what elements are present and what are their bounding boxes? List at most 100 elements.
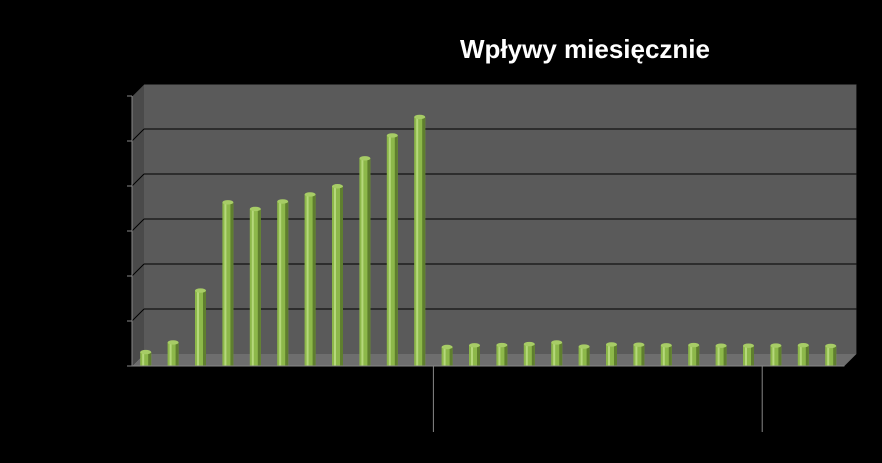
bar-shade (833, 345, 837, 366)
bar-shade (696, 345, 700, 366)
bar-highlight (580, 346, 583, 366)
bar-cap (496, 342, 508, 348)
gridline-side (131, 173, 145, 187)
bar-shade (559, 342, 563, 366)
bar-shade (805, 345, 809, 366)
bar-cap (332, 184, 343, 189)
bar (140, 352, 152, 366)
bar-cap (825, 343, 837, 349)
bar (249, 208, 261, 366)
bar-cap (633, 342, 645, 347)
bar-highlight (525, 344, 528, 366)
bar (441, 346, 453, 366)
bar (688, 345, 700, 366)
bar-cap (551, 340, 563, 345)
bar-cap (414, 114, 426, 120)
bar-cap (469, 343, 480, 348)
plot-area (127, 83, 857, 432)
bar-cap (195, 288, 206, 293)
bar-cap (715, 343, 727, 348)
bar-shade (230, 202, 234, 366)
bar-cap (304, 192, 316, 197)
bar (633, 344, 645, 366)
bar-shade (641, 344, 645, 366)
bar-highlight (416, 116, 419, 367)
bar (195, 290, 206, 366)
gridline-side (131, 263, 145, 277)
bar (359, 158, 371, 366)
bar-cap (688, 342, 700, 348)
bar (222, 202, 234, 366)
bar-highlight (799, 345, 802, 366)
bar-shade (203, 290, 206, 366)
bar-shade (312, 194, 316, 366)
bar-shade (778, 345, 782, 366)
bar (167, 342, 179, 366)
bar-shade (723, 345, 727, 366)
bar-shade (668, 345, 672, 366)
bar-highlight (443, 346, 446, 366)
bar (770, 345, 782, 366)
bar-cap (441, 344, 453, 350)
bar-highlight (169, 342, 172, 366)
bar-cap (743, 343, 754, 348)
bar-shade (751, 345, 754, 366)
bar-highlight (306, 194, 309, 366)
gridline-side (131, 128, 145, 142)
bar-shade (367, 158, 371, 366)
bar-highlight (717, 345, 720, 366)
bar-cap (140, 349, 152, 355)
bar-cap (222, 200, 234, 205)
bar-cap (249, 206, 261, 212)
bar-highlight (745, 345, 747, 366)
bar (715, 345, 727, 366)
bar-highlight (662, 345, 665, 366)
bar-highlight (608, 344, 610, 366)
bar-highlight (361, 158, 364, 366)
bar-cap (660, 343, 672, 348)
bar-cap (386, 133, 398, 138)
bar-shade (504, 345, 508, 366)
bar-highlight (197, 290, 199, 366)
bar-shade (257, 208, 261, 366)
bar-cap (523, 341, 535, 347)
bar (578, 346, 590, 366)
bar (551, 342, 563, 366)
bar-shade (148, 352, 152, 366)
gridline-side (131, 218, 145, 232)
bar (304, 194, 316, 366)
bar-cap (359, 156, 371, 161)
bar-cap (797, 342, 809, 348)
gridline-side (131, 308, 145, 322)
bar-highlight (690, 345, 693, 366)
bar (660, 345, 672, 366)
bar-highlight (279, 201, 282, 366)
bar-cap (167, 340, 179, 345)
bar (277, 201, 289, 366)
bar-shade (175, 342, 179, 366)
bar-highlight (553, 342, 556, 366)
bar-highlight (388, 135, 391, 366)
bar-cap (277, 199, 289, 204)
bar (332, 186, 343, 366)
bar-shade (394, 135, 398, 366)
bar-shade (531, 344, 535, 366)
bar-shade (449, 346, 453, 366)
bar-shade (340, 186, 343, 366)
bar (469, 345, 480, 366)
bar-highlight (334, 186, 336, 366)
bar-shade (477, 345, 480, 366)
bar (496, 345, 508, 366)
bar-cap (770, 343, 782, 348)
bar-highlight (471, 345, 473, 366)
bar (606, 344, 617, 366)
bar (386, 135, 398, 366)
bar-cap (606, 342, 617, 347)
bar-shade (285, 201, 289, 366)
bar-highlight (224, 202, 227, 366)
bar (414, 116, 426, 367)
bar-highlight (498, 345, 501, 366)
bar-shade (614, 344, 617, 366)
bar-highlight (635, 344, 638, 366)
